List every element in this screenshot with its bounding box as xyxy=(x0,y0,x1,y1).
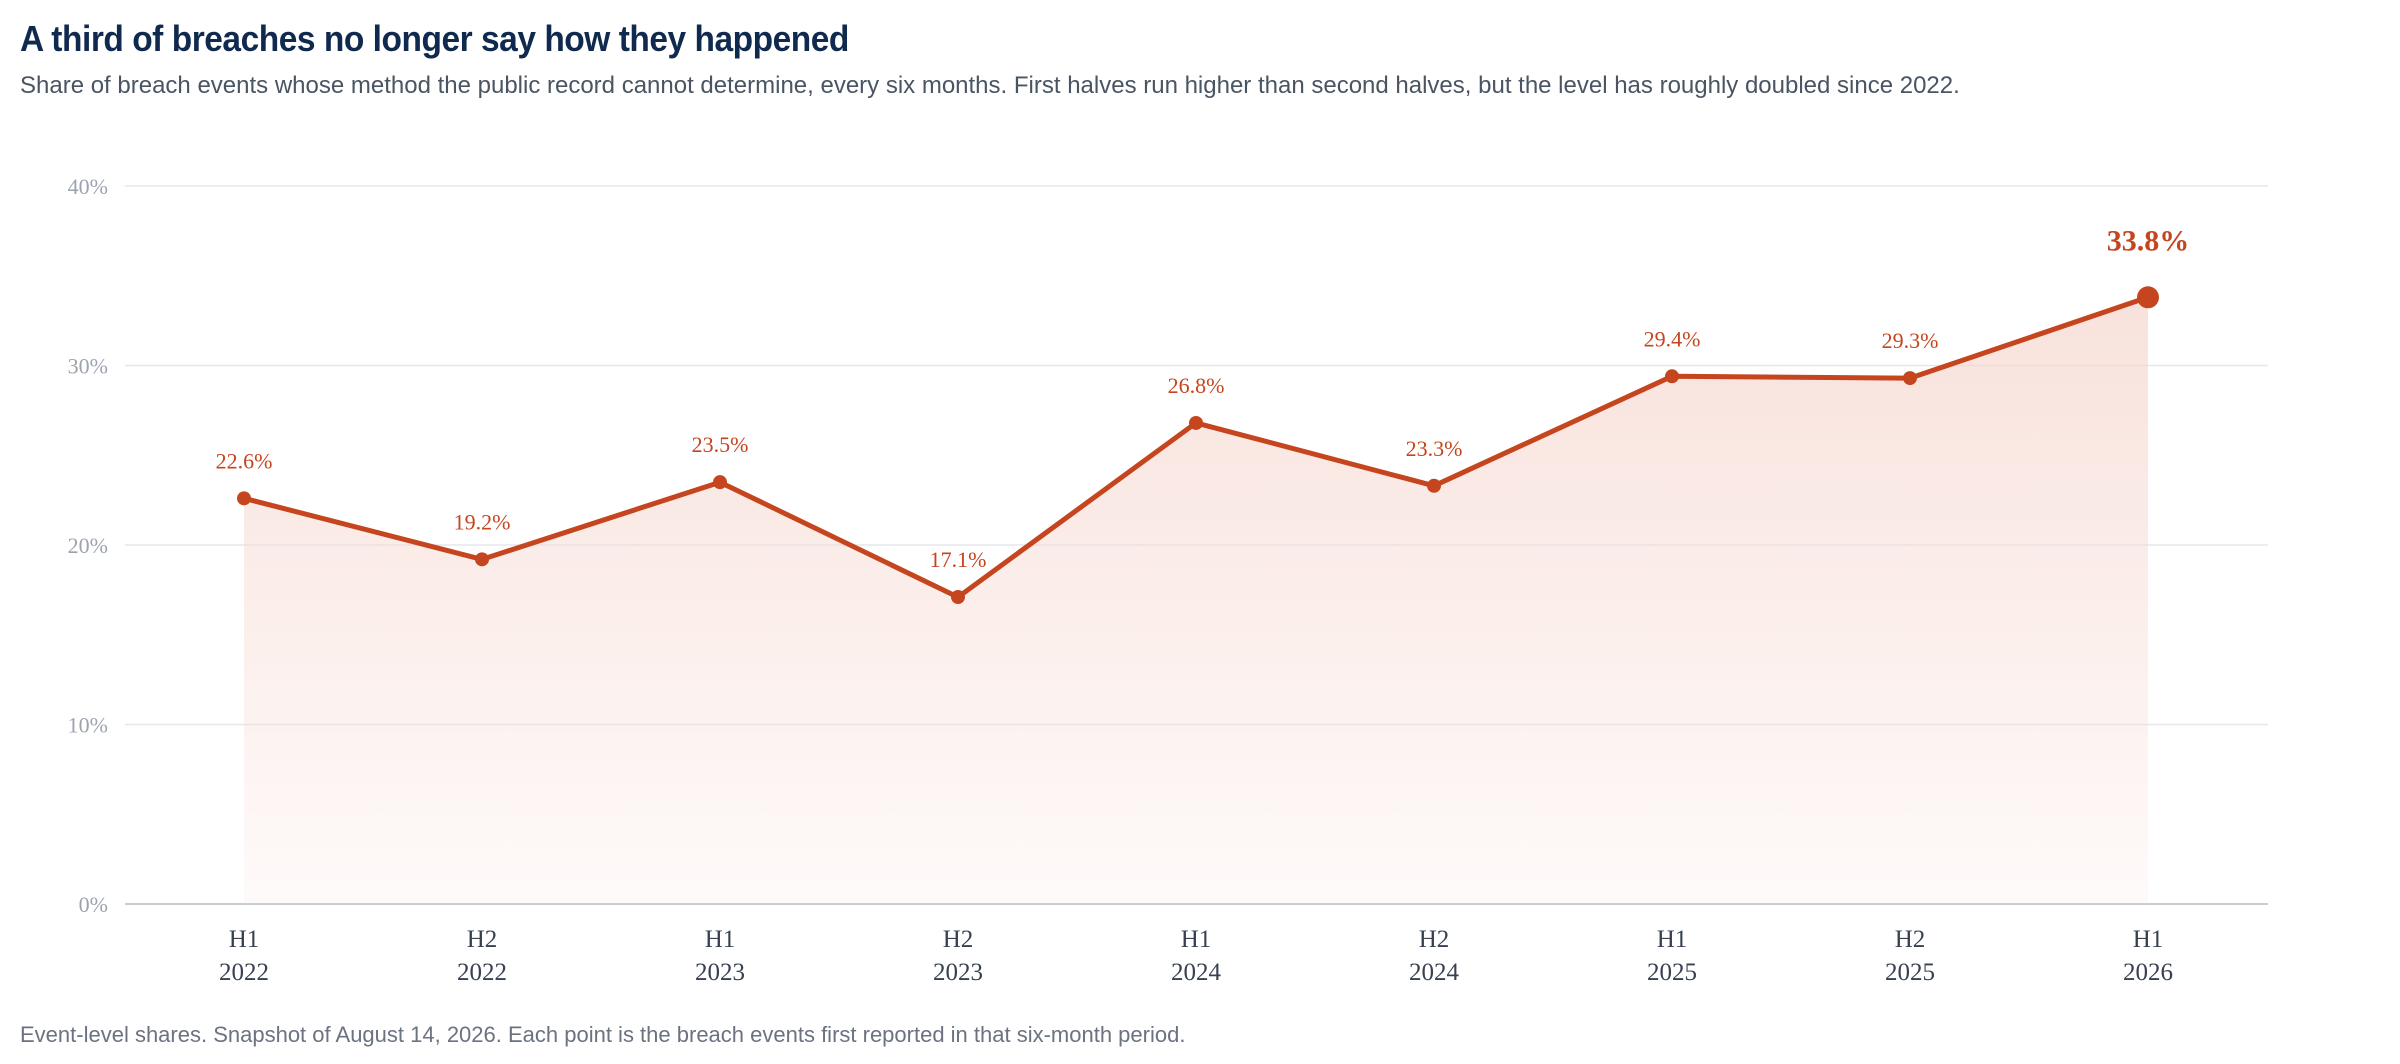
chart-title: A third of breaches no longer say how th… xyxy=(20,18,849,59)
y-tick-label: 40% xyxy=(68,174,108,199)
data-point xyxy=(475,552,489,567)
data-label: 26.8% xyxy=(1168,373,1225,398)
x-tick-label: H2 2023 xyxy=(933,926,983,986)
data-point xyxy=(1189,415,1203,430)
data-point xyxy=(951,590,965,605)
x-axis-ticks: H1 2022 H2 2022 H1 2023 H2 2023 H1 2024 H2 2024 H1 20… xyxy=(219,926,2173,986)
data-label: 23.3% xyxy=(1406,436,1463,461)
data-label: 33.8% xyxy=(2107,224,2190,257)
data-point xyxy=(1427,478,1441,493)
data-point xyxy=(2137,286,2159,309)
data-label: 29.4% xyxy=(1644,326,1701,351)
data-labels: 22.6% 19.2% 23.5% 17.1% 26.8% 23.3% 29.4% 29.3%… xyxy=(216,224,2190,572)
data-label: 19.2% xyxy=(454,509,511,534)
data-label: 23.5% xyxy=(692,432,749,457)
data-points xyxy=(237,286,2159,605)
data-point xyxy=(1665,369,1679,384)
chart-subtitle: Share of breach events whose method the … xyxy=(20,72,1960,99)
line-area-chart: 0% 10% 20% 30% 40% 22.6% 19.2% 23.5% 17.1% 26.8%… xyxy=(68,174,2268,986)
y-tick-label: 10% xyxy=(68,713,108,738)
data-label: 22.6% xyxy=(216,448,273,473)
x-tick-label: H1 2026 xyxy=(2123,926,2173,986)
chart-footnote: Event-level shares. Snapshot of August 1… xyxy=(20,1022,1186,1047)
x-tick-label: H1 2025 xyxy=(1647,926,1697,986)
x-tick-label: H1 2023 xyxy=(695,926,745,986)
y-tick-label: 0% xyxy=(79,892,108,917)
data-point xyxy=(237,491,251,506)
data-point xyxy=(713,475,727,490)
x-tick-label: H2 2025 xyxy=(1885,926,1935,986)
data-point xyxy=(1903,371,1917,386)
data-label: 17.1% xyxy=(930,547,987,572)
x-tick-label: H2 2022 xyxy=(457,926,507,986)
y-tick-label: 20% xyxy=(68,533,108,558)
y-axis-ticks: 0% 10% 20% 30% 40% xyxy=(68,174,108,917)
x-tick-label: H1 2022 xyxy=(219,926,269,986)
series-area xyxy=(244,297,2148,904)
x-tick-label: H1 2024 xyxy=(1171,926,1222,986)
y-tick-label: 30% xyxy=(68,354,108,379)
x-tick-label: H2 2024 xyxy=(1409,926,1460,986)
data-label: 29.3% xyxy=(1882,328,1939,353)
